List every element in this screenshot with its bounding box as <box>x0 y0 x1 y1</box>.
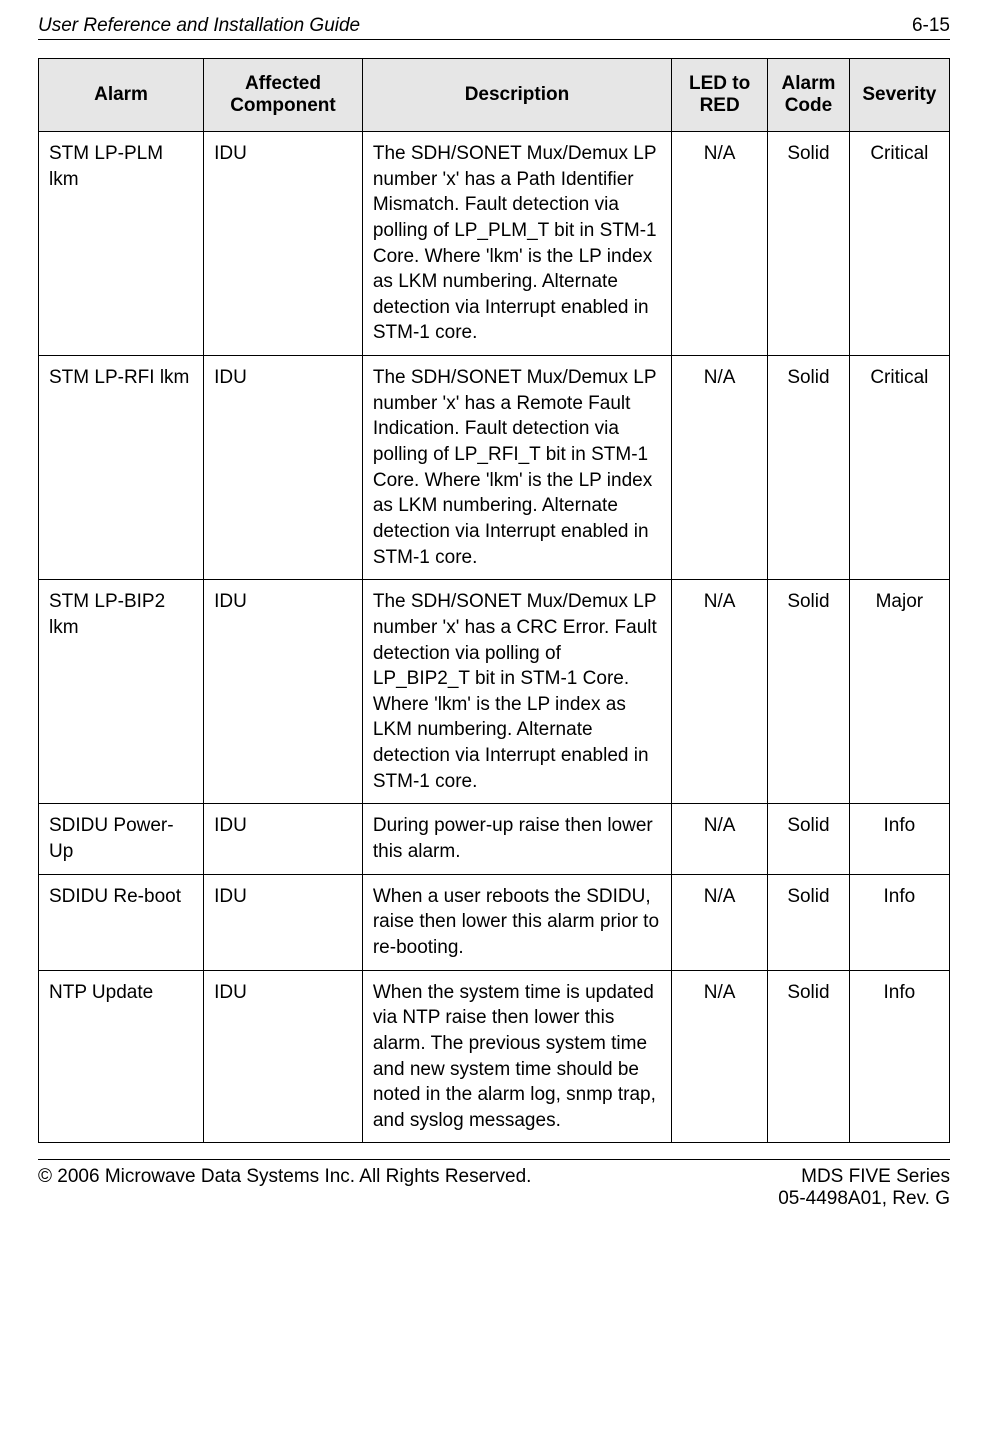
table-body: STM LP-PLM lkm IDU The SDH/SONET Mux/Dem… <box>39 132 950 1143</box>
col-header-led: LED to RED <box>672 59 768 132</box>
cell-code: Solid <box>768 132 849 356</box>
cell-severity: Info <box>849 804 949 874</box>
col-header-severity: Severity <box>849 59 949 132</box>
footer-series: MDS FIVE Series <box>778 1166 950 1188</box>
cell-code: Solid <box>768 970 849 1143</box>
cell-code: Solid <box>768 356 849 580</box>
table-row: NTP Update IDU When the system time is u… <box>39 970 950 1143</box>
cell-affected: IDU <box>204 804 363 874</box>
col-header-affected: Affected Component <box>204 59 363 132</box>
page-footer: © 2006 Microwave Data Systems Inc. All R… <box>38 1159 950 1210</box>
page-header: User Reference and Installation Guide 6-… <box>38 15 950 40</box>
cell-led: N/A <box>672 132 768 356</box>
table-row: STM LP-PLM lkm IDU The SDH/SONET Mux/Dem… <box>39 132 950 356</box>
cell-description: When the system time is updated via NTP … <box>362 970 671 1143</box>
table-row: SDIDU Power-Up IDU During power-up raise… <box>39 804 950 874</box>
cell-description: The SDH/SONET Mux/Demux LP number 'x' ha… <box>362 132 671 356</box>
cell-affected: IDU <box>204 132 363 356</box>
footer-copyright: © 2006 Microwave Data Systems Inc. All R… <box>38 1166 531 1210</box>
cell-description: When a user reboots the SDIDU, raise the… <box>362 874 671 970</box>
cell-alarm: STM LP-PLM lkm <box>39 132 204 356</box>
footer-right: MDS FIVE Series 05-4498A01, Rev. G <box>778 1166 950 1210</box>
cell-description: The SDH/SONET Mux/Demux LP number 'x' ha… <box>362 356 671 580</box>
cell-alarm: SDIDU Re-boot <box>39 874 204 970</box>
cell-severity: Major <box>849 580 949 804</box>
cell-affected: IDU <box>204 356 363 580</box>
cell-affected: IDU <box>204 970 363 1143</box>
cell-code: Solid <box>768 874 849 970</box>
cell-led: N/A <box>672 874 768 970</box>
cell-alarm: STM LP-RFI lkm <box>39 356 204 580</box>
cell-code: Solid <box>768 580 849 804</box>
table-row: SDIDU Re-boot IDU When a user reboots th… <box>39 874 950 970</box>
footer-rev: 05-4498A01, Rev. G <box>778 1188 950 1210</box>
cell-alarm: SDIDU Power-Up <box>39 804 204 874</box>
alarm-table: Alarm Affected Component Description LED… <box>38 58 950 1143</box>
cell-led: N/A <box>672 804 768 874</box>
cell-severity: Info <box>849 970 949 1143</box>
cell-description: The SDH/SONET Mux/Demux LP number 'x' ha… <box>362 580 671 804</box>
cell-affected: IDU <box>204 874 363 970</box>
cell-affected: IDU <box>204 580 363 804</box>
col-header-description: Description <box>362 59 671 132</box>
cell-led: N/A <box>672 580 768 804</box>
cell-severity: Critical <box>849 356 949 580</box>
page-number: 6-15 <box>912 15 950 37</box>
col-header-alarm: Alarm <box>39 59 204 132</box>
cell-alarm: STM LP-BIP2 lkm <box>39 580 204 804</box>
table-header-row: Alarm Affected Component Description LED… <box>39 59 950 132</box>
document-title: User Reference and Installation Guide <box>38 15 360 37</box>
cell-severity: Critical <box>849 132 949 356</box>
cell-severity: Info <box>849 874 949 970</box>
cell-description: During power-up raise then lower this al… <box>362 804 671 874</box>
cell-led: N/A <box>672 356 768 580</box>
cell-code: Solid <box>768 804 849 874</box>
cell-alarm: NTP Update <box>39 970 204 1143</box>
col-header-code: Alarm Code <box>768 59 849 132</box>
table-row: STM LP-RFI lkm IDU The SDH/SONET Mux/Dem… <box>39 356 950 580</box>
cell-led: N/A <box>672 970 768 1143</box>
table-row: STM LP-BIP2 lkm IDU The SDH/SONET Mux/De… <box>39 580 950 804</box>
